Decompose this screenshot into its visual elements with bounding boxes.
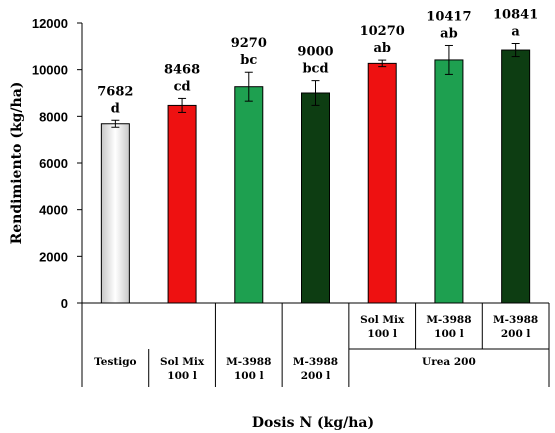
category-label: 100 l: [167, 370, 197, 382]
y-tick-label: 4000: [39, 203, 68, 218]
category-label: M-3988: [293, 356, 338, 368]
category-label: 200 l: [501, 328, 531, 340]
bar: [367, 62, 397, 304]
y-tick-label: 12000: [32, 16, 68, 31]
y-tick-label: 10000: [32, 63, 68, 78]
y-tick-label: 6000: [39, 156, 68, 171]
category-label: Sol Mix: [360, 314, 405, 326]
category-label: 100 l: [367, 328, 397, 340]
bar: [434, 59, 464, 304]
bar-letter-label: bcd: [302, 62, 328, 77]
bar: [167, 104, 197, 304]
category-label: M-3988: [493, 314, 538, 326]
category-label: Sol Mix: [160, 356, 205, 368]
y-tick-label: 2000: [39, 249, 68, 264]
category-label: Testigo: [94, 356, 136, 368]
bar-value-label: 7682: [97, 84, 133, 99]
bar-value-label: 8468: [164, 62, 200, 77]
bar: [501, 49, 531, 304]
bar-value-label: 9000: [297, 45, 333, 60]
y-tick-label: 8000: [39, 109, 68, 124]
x-axis-title: Dosis N (kg/ha): [252, 415, 374, 431]
category-label: Urea 200: [422, 356, 476, 368]
category-label: M-3988: [426, 314, 471, 326]
bar-letter-label: ab: [373, 41, 391, 56]
bar-letter-label: cd: [174, 79, 191, 94]
bar-value-label: 10270: [360, 24, 405, 39]
category-label: 100 l: [234, 370, 264, 382]
bar: [301, 92, 330, 304]
bar-letter-label: d: [111, 101, 120, 116]
bar-value-label: 10841: [493, 8, 538, 23]
bar: [100, 123, 130, 304]
bar-letter-label: ab: [440, 26, 458, 41]
bar-letter-label: bc: [240, 53, 257, 68]
y-tick-label: 0: [61, 296, 68, 311]
y-axis-title: Rendimiento (kg/ha): [9, 82, 25, 245]
bar-letter-label: a: [511, 25, 520, 40]
bar: [234, 86, 264, 304]
category-label: 200 l: [301, 370, 331, 382]
bar-value-label: 10417: [426, 9, 471, 24]
bar-value-label: 9270: [231, 36, 267, 51]
category-label: M-3988: [226, 356, 271, 368]
category-label: 100 l: [434, 328, 464, 340]
